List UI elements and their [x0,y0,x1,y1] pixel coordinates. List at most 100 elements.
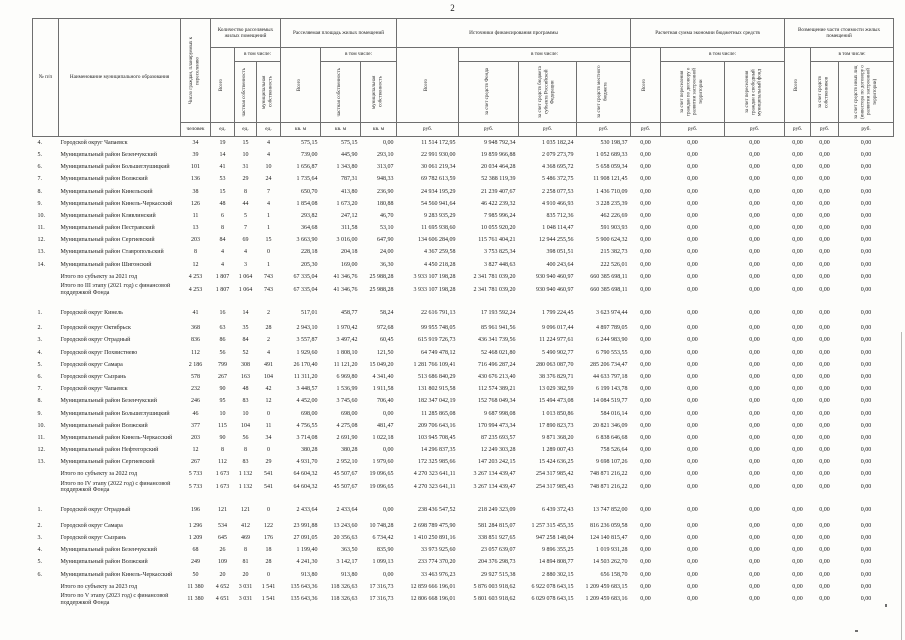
value-cell: 0,00 [687,249,698,256]
value-cell: 26 [219,547,226,554]
value-cell: 246 [191,398,200,405]
row-number: 5. [37,151,43,158]
value-cell: 748 871 216,22 [590,484,628,491]
value-cell: 0,00 [792,261,803,268]
value-cell: 0,00 [687,337,698,344]
value-cell: 0,00 [687,261,698,268]
value-cell: 400 243,64 [546,261,574,268]
value-cell: 0,00 [749,225,760,232]
unit-cell: руб. [838,122,895,137]
value-cell: 0,00 [819,459,830,466]
value-cell: 0,00 [792,188,803,195]
row-number: 9. [37,200,43,207]
value-cell: 743 [264,273,273,280]
value-cell: 172 325 985,66 [418,459,456,466]
value-cell: 930 940 460,97 [536,286,574,293]
value-cell: 0,00 [640,522,651,529]
value-cell: 112 574 389,21 [478,386,516,393]
value-cell: 972,68 [377,325,394,332]
value-cell: 2 880 302,15 [542,571,574,578]
row-number: 10. [37,212,46,219]
value-cell: 0,00 [860,447,872,454]
value-cell: 293,10 [377,151,394,158]
header-savings-total: Всего [630,47,662,123]
value-cell: 50 [192,571,199,578]
value-cell: 20 [242,571,249,578]
value-cell: 81 [242,559,249,566]
value-cell: 0,00 [687,373,698,380]
header-area-municipal: муниципальная собственность [359,61,398,123]
value-cell: 0,00 [792,522,803,529]
value-cell: 19 [219,139,226,146]
value-cell: 280 063 087,70 [536,361,574,368]
value-cell: 209 706 643,16 [418,422,456,429]
value-cell: 112 [218,459,227,466]
value-cell: 0,00 [792,309,803,316]
value-cell: 121,50 [377,349,394,356]
value-cell: 0,00 [819,151,830,158]
value-cell: 8 [244,547,247,554]
value-cell: 0,00 [749,249,760,256]
value-cell: 1 064 [238,273,253,280]
value-cell: 430 676 213,40 [478,373,516,380]
value-cell: 1 436 710,09 [596,188,628,195]
table-row: 6. Муниципальный район Большеглушицкий 101… [33,161,894,173]
value-cell: 54 560 941,64 [421,200,456,207]
value-cell: 17 193 592,24 [481,309,516,316]
value-cell: 13 747 852,00 [593,507,628,514]
value-cell: 17 890 823,73 [539,422,574,429]
value-cell: 14 503 262,70 [593,559,628,566]
value-cell: 152 768 049,34 [478,398,516,405]
value-cell: 0,00 [640,176,651,183]
row-number: 11. [37,434,45,441]
value-cell: 4 452,00 [296,398,318,405]
value-cell: 0,00 [640,151,651,158]
value-cell: 0 [267,249,270,256]
value-cell: 0,00 [687,164,698,171]
value-cell: 64 604,32 [293,484,318,491]
header-units-private: частная собственность [234,61,257,123]
value-cell: 0,00 [860,261,872,268]
value-cell: 10 [242,410,249,417]
value-cell: 0,00 [640,200,651,207]
value-cell: 20 821 346,09 [593,422,628,429]
value-cell: 0,00 [687,286,698,293]
value-cell: 0,00 [819,471,830,478]
value-cell: 104 [264,373,273,380]
value-cell: 3 663,90 [296,237,318,244]
value-cell: 0,00 [749,261,760,268]
value-cell: 3 623 974,44 [596,309,628,316]
value-cell: 491 [264,361,273,368]
value-cell: 0,00 [687,484,698,491]
table-row: 7. Городской округ Чапаевск 232 90 48 42 3 448… [33,383,894,395]
value-cell: 0,00 [640,188,651,195]
header-reimbursement-total: Всего [784,47,812,123]
value-cell: 835 712,36 [546,212,574,219]
value-cell: 254 317 985,43 [536,484,574,491]
row-number: 1. [37,507,43,514]
value-cell: 4 275,08 [336,422,358,429]
value-cell: 0,00 [640,212,651,219]
header-funding-total: Всего [396,47,460,123]
value-cell: 9 871 368,20 [542,434,574,441]
value-cell: 0,00 [860,151,872,158]
value-cell: 8 [194,249,197,256]
value-cell: 0,00 [792,349,803,356]
value-cell: 2 186 [188,361,203,368]
value-cell: 9 698 107,26 [596,459,628,466]
value-cell: 27 091,05 [293,535,318,542]
value-cell: 698,00 [301,410,318,417]
value-cell: 1 199,40 [296,547,318,554]
value-cell: 5 801 603 918,62 [473,596,516,603]
value-cell: 6 969,80 [336,373,358,380]
value-cell: 591 903,93 [600,225,628,232]
table-row: 10. Муниципальный район Волжский 377 115 104… [33,420,894,432]
value-cell: 364,68 [301,225,318,232]
value-cell: 169,00 [341,261,358,268]
value-cell: 308 [241,361,250,368]
unit-cell: ед. [234,122,257,137]
value-cell: 0,00 [819,139,830,146]
value-cell: 254 317 985,42 [536,471,574,478]
value-cell: 1 209 [188,535,203,542]
value-cell: 7 [267,188,270,195]
